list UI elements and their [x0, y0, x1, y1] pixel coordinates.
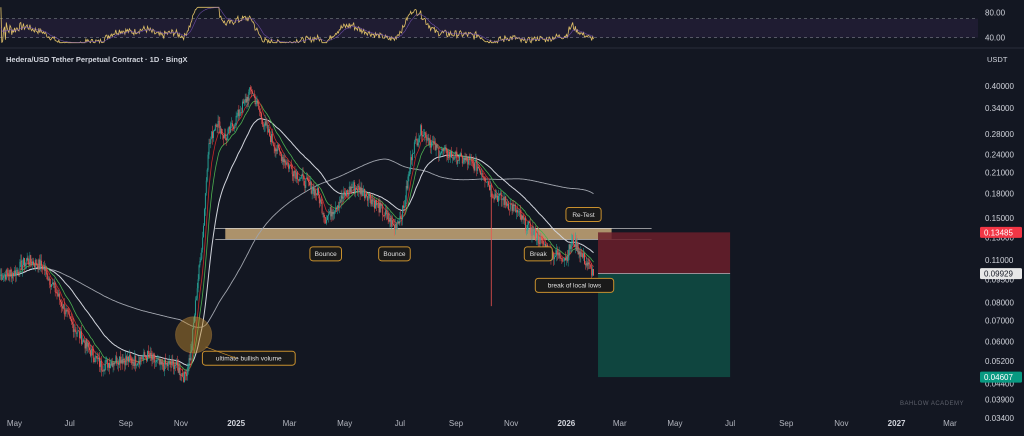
- time-axis-tick: Mar: [613, 419, 627, 428]
- take-profit-zone[interactable]: [598, 274, 730, 377]
- rsi-axis-tick: 40.00: [985, 34, 1006, 43]
- candle: [63, 304, 64, 309]
- annotation-callout[interactable]: Bounce: [379, 247, 411, 261]
- candle: [36, 259, 37, 266]
- stop-loss-zone[interactable]: [598, 232, 730, 273]
- annotation-callout[interactable]: Break: [524, 247, 552, 261]
- candle: [207, 168, 208, 182]
- price-label: 0.04607: [980, 372, 1022, 383]
- time-axis-tick: Sep: [779, 419, 794, 428]
- candle: [578, 243, 579, 255]
- candle: [327, 215, 328, 220]
- svg-text:0.04607: 0.04607: [984, 373, 1013, 382]
- time-axis-tick: Jul: [65, 419, 75, 428]
- annotation-label: ultimate bullish volume: [216, 355, 282, 362]
- time-axis-tick: Sep: [449, 419, 464, 428]
- candle: [593, 269, 594, 276]
- time-axis-tick: Nov: [834, 419, 848, 428]
- time-axis-tick: May: [7, 419, 22, 428]
- candle: [584, 253, 585, 265]
- annotation-label: Re-Test: [572, 212, 595, 219]
- time-axis-tick: Mar: [283, 419, 297, 428]
- candle: [184, 370, 185, 382]
- candle: [325, 217, 326, 224]
- candle: [161, 359, 162, 365]
- candle: [311, 181, 312, 194]
- time-axis-tick: Mar: [943, 419, 957, 428]
- time-axis-tick: Jul: [725, 419, 735, 428]
- time-axis-tick: Nov: [504, 419, 518, 428]
- candle: [408, 174, 409, 190]
- annotation-callout[interactable]: break of local lows: [535, 278, 613, 292]
- price-axis-tick: 0.18000: [985, 189, 1014, 198]
- candle: [227, 133, 228, 140]
- chart-title: Hedera/USD Tether Perpetual Contract · 1…: [6, 55, 188, 64]
- svg-text:0.13485: 0.13485: [984, 228, 1013, 237]
- watermark: BAHLOW ACADEMY: [900, 401, 964, 407]
- price-axis-tick: 0.08000: [985, 299, 1014, 308]
- price-axis-tick: 0.28000: [985, 130, 1014, 139]
- time-axis-tick: Sep: [119, 419, 134, 428]
- time-axis-tick: 2025: [227, 419, 245, 428]
- rsi-band: [0, 19, 978, 38]
- candle: [199, 264, 200, 281]
- candle: [147, 351, 148, 362]
- time-axis-tick: Nov: [174, 419, 188, 428]
- price-axis-tick: 0.07000: [985, 317, 1014, 326]
- annotation-callout[interactable]: Bounce: [310, 247, 342, 261]
- time-axis-tick: May: [337, 419, 352, 428]
- time-axis-tick: May: [667, 419, 682, 428]
- candle: [23, 257, 24, 266]
- candle: [420, 124, 421, 136]
- annotation-label: break of local lows: [548, 283, 602, 290]
- annotation-callout[interactable]: ultimate bullish volume: [202, 351, 295, 365]
- annotation-callout[interactable]: Re-Test: [566, 207, 601, 221]
- candle: [211, 131, 212, 139]
- candle: [94, 357, 95, 362]
- price-axis-tick: 0.40000: [985, 82, 1014, 91]
- candle: [304, 175, 305, 186]
- price-axis-tick: 0.34000: [985, 104, 1014, 113]
- rsi-axis-tick: 80.00: [985, 8, 1006, 17]
- annotation-label: Bounce: [315, 251, 337, 258]
- price-axis-tick: 0.06000: [985, 337, 1014, 346]
- price-axis-tick: 0.03400: [985, 414, 1014, 423]
- price-axis-tick: 0.15000: [985, 214, 1014, 223]
- price-label: 0.09929: [980, 268, 1022, 279]
- candle: [204, 208, 205, 226]
- price-axis-tick: 0.24000: [985, 151, 1014, 160]
- svg-text:0.09929: 0.09929: [984, 270, 1013, 279]
- annotation-label: Break: [530, 251, 548, 258]
- time-axis-tick: Jul: [395, 419, 405, 428]
- candle: [208, 152, 209, 172]
- currency-label: USDT: [987, 55, 1008, 64]
- time-axis-tick: 2027: [888, 419, 906, 428]
- candle: [375, 199, 376, 209]
- price-axis-tick: 0.21000: [985, 169, 1014, 178]
- price-axis-tick: 0.03900: [985, 396, 1014, 405]
- price-axis-tick: 0.05200: [985, 357, 1014, 366]
- annotation-label: Bounce: [383, 251, 405, 258]
- candle: [6, 269, 7, 281]
- candle: [47, 270, 48, 280]
- price-label: 0.13485: [980, 227, 1022, 238]
- volume-highlight-circle: [176, 317, 212, 353]
- time-axis-tick: 2026: [557, 419, 575, 428]
- price-axis-tick: 0.11000: [985, 256, 1014, 265]
